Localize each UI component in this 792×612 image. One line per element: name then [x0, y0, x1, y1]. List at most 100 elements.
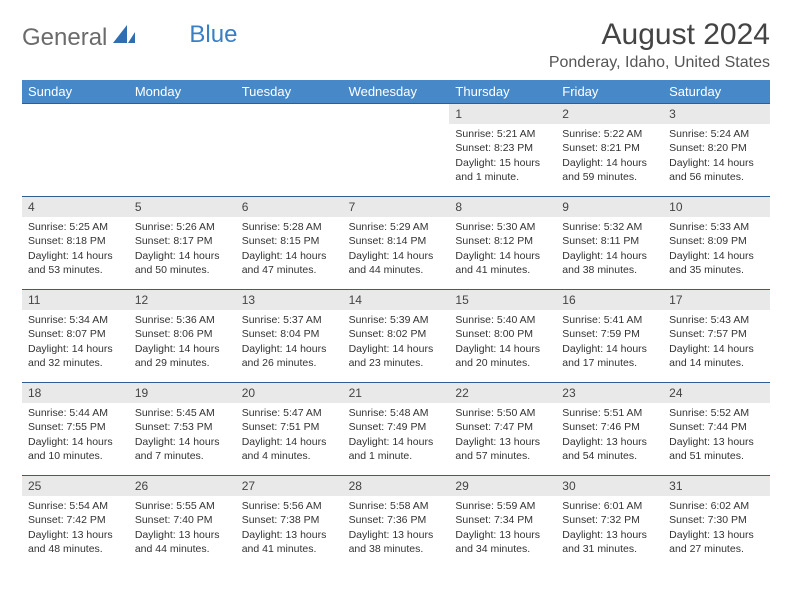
sunrise-text: Sunrise: 5:24 AM [669, 127, 764, 141]
day-cell: 27Sunrise: 5:56 AMSunset: 7:38 PMDayligh… [236, 476, 343, 568]
day-number: 10 [663, 197, 770, 217]
daylight-text: Daylight: 13 hours and 48 minutes. [28, 528, 123, 556]
day-cell: 23Sunrise: 5:51 AMSunset: 7:46 PMDayligh… [556, 383, 663, 475]
daylight-text: Daylight: 15 hours and 1 minute. [455, 156, 550, 184]
day-of-week-cell: Saturday [663, 80, 770, 103]
day-number: 11 [22, 290, 129, 310]
title-block: August 2024 Ponderay, Idaho, United Stat… [549, 18, 770, 72]
sunrise-text: Sunrise: 5:48 AM [349, 406, 444, 420]
week-row: 25Sunrise: 5:54 AMSunset: 7:42 PMDayligh… [22, 475, 770, 568]
logo-text-general: General [22, 24, 107, 52]
day-details: Sunrise: 5:48 AMSunset: 7:49 PMDaylight:… [347, 406, 446, 463]
sunset-text: Sunset: 7:40 PM [135, 513, 230, 527]
daylight-text: Daylight: 14 hours and 35 minutes. [669, 249, 764, 277]
day-number: 16 [556, 290, 663, 310]
sunrise-text: Sunrise: 5:56 AM [242, 499, 337, 513]
sunrise-text: Sunrise: 5:33 AM [669, 220, 764, 234]
day-number: 18 [22, 383, 129, 403]
sunrise-text: Sunrise: 5:37 AM [242, 313, 337, 327]
daylight-text: Daylight: 14 hours and 4 minutes. [242, 435, 337, 463]
day-number: 3 [663, 104, 770, 124]
sunset-text: Sunset: 7:46 PM [562, 420, 657, 434]
day-details: Sunrise: 5:25 AMSunset: 8:18 PMDaylight:… [26, 220, 125, 277]
sunrise-text: Sunrise: 5:36 AM [135, 313, 230, 327]
sunset-text: Sunset: 7:42 PM [28, 513, 123, 527]
sunrise-text: Sunrise: 5:44 AM [28, 406, 123, 420]
sunset-text: Sunset: 8:18 PM [28, 234, 123, 248]
day-of-week-cell: Friday [556, 80, 663, 103]
day-details: Sunrise: 6:01 AMSunset: 7:32 PMDaylight:… [560, 499, 659, 556]
day-cell: 18 Sunrise: 5:44 AMSunset: 7:55 PMDayligh… [22, 383, 129, 475]
daylight-text: Daylight: 14 hours and 53 minutes. [28, 249, 123, 277]
day-details: Sunrise: 5:55 AMSunset: 7:40 PMDaylight:… [133, 499, 232, 556]
day-details: Sunrise: 5:37 AMSunset: 8:04 PMDaylight:… [240, 313, 339, 370]
day-cell: 17Sunrise: 5:43 AMSunset: 7:57 PMDayligh… [663, 290, 770, 382]
sunset-text: Sunset: 7:53 PM [135, 420, 230, 434]
day-details: Sunrise: 5:44 AMSunset: 7:55 PMDaylight:… [26, 406, 125, 463]
day-details: Sunrise: 6:02 AMSunset: 7:30 PMDaylight:… [667, 499, 766, 556]
day-cell: 2Sunrise: 5:22 AMSunset: 8:21 PMDaylight… [556, 104, 663, 196]
day-number: 7 [343, 197, 450, 217]
day-cell [236, 104, 343, 196]
sunset-text: Sunset: 8:14 PM [349, 234, 444, 248]
sunset-text: Sunset: 8:12 PM [455, 234, 550, 248]
sunrise-text: Sunrise: 5:22 AM [562, 127, 657, 141]
day-number: 21 [343, 383, 450, 403]
daylight-text: Daylight: 13 hours and 38 minutes. [349, 528, 444, 556]
day-cell: 9Sunrise: 5:32 AMSunset: 8:11 PMDaylight… [556, 197, 663, 289]
daylight-text: Daylight: 14 hours and 56 minutes. [669, 156, 764, 184]
day-of-week-cell: Monday [129, 80, 236, 103]
day-details: Sunrise: 5:59 AMSunset: 7:34 PMDaylight:… [453, 499, 552, 556]
day-cell: 25Sunrise: 5:54 AMSunset: 7:42 PMDayligh… [22, 476, 129, 568]
day-cell: 20Sunrise: 5:47 AMSunset: 7:51 PMDayligh… [236, 383, 343, 475]
daylight-text: Daylight: 14 hours and 23 minutes. [349, 342, 444, 370]
day-details: Sunrise: 5:39 AMSunset: 8:02 PMDaylight:… [347, 313, 446, 370]
day-cell: 12Sunrise: 5:36 AMSunset: 8:06 PMDayligh… [129, 290, 236, 382]
sunset-text: Sunset: 7:51 PM [242, 420, 337, 434]
sunset-text: Sunset: 7:49 PM [349, 420, 444, 434]
daylight-text: Daylight: 14 hours and 20 minutes. [455, 342, 550, 370]
day-cell: 7Sunrise: 5:29 AMSunset: 8:14 PMDaylight… [343, 197, 450, 289]
sunrise-text: Sunrise: 6:01 AM [562, 499, 657, 513]
sunrise-text: Sunrise: 5:34 AM [28, 313, 123, 327]
day-number: 14 [343, 290, 450, 310]
day-cell: 15Sunrise: 5:40 AMSunset: 8:00 PMDayligh… [449, 290, 556, 382]
daylight-text: Daylight: 13 hours and 44 minutes. [135, 528, 230, 556]
day-details: Sunrise: 5:51 AMSunset: 7:46 PMDaylight:… [560, 406, 659, 463]
sunset-text: Sunset: 8:04 PM [242, 327, 337, 341]
sunrise-text: Sunrise: 5:29 AM [349, 220, 444, 234]
day-number: 20 [236, 383, 343, 403]
sunset-text: Sunset: 8:09 PM [669, 234, 764, 248]
day-details: Sunrise: 5:45 AMSunset: 7:53 PMDaylight:… [133, 406, 232, 463]
day-details: Sunrise: 5:26 AMSunset: 8:17 PMDaylight:… [133, 220, 232, 277]
sunset-text: Sunset: 8:02 PM [349, 327, 444, 341]
day-details: Sunrise: 5:24 AMSunset: 8:20 PMDaylight:… [667, 127, 766, 184]
day-number: 28 [343, 476, 450, 496]
sunset-text: Sunset: 8:20 PM [669, 141, 764, 155]
day-details: Sunrise: 5:41 AMSunset: 7:59 PMDaylight:… [560, 313, 659, 370]
daylight-text: Daylight: 13 hours and 51 minutes. [669, 435, 764, 463]
day-details: Sunrise: 5:21 AMSunset: 8:23 PMDaylight:… [453, 127, 552, 184]
day-number: 4 [22, 197, 129, 217]
day-of-week-cell: Tuesday [236, 80, 343, 103]
daylight-text: Daylight: 14 hours and 50 minutes. [135, 249, 230, 277]
day-of-week-cell: Sunday [22, 80, 129, 103]
day-cell: 5Sunrise: 5:26 AMSunset: 8:17 PMDaylight… [129, 197, 236, 289]
sunset-text: Sunset: 8:17 PM [135, 234, 230, 248]
day-details: Sunrise: 5:22 AMSunset: 8:21 PMDaylight:… [560, 127, 659, 184]
sunrise-text: Sunrise: 5:58 AM [349, 499, 444, 513]
day-number: 30 [556, 476, 663, 496]
sunrise-text: Sunrise: 5:25 AM [28, 220, 123, 234]
header: General Blue August 2024 Ponderay, Idaho… [22, 18, 770, 72]
daylight-text: Daylight: 13 hours and 34 minutes. [455, 528, 550, 556]
sunrise-text: Sunrise: 5:54 AM [28, 499, 123, 513]
sunset-text: Sunset: 7:44 PM [669, 420, 764, 434]
daylight-text: Daylight: 13 hours and 31 minutes. [562, 528, 657, 556]
sunset-text: Sunset: 8:11 PM [562, 234, 657, 248]
sunrise-text: Sunrise: 5:52 AM [669, 406, 764, 420]
sunset-text: Sunset: 7:30 PM [669, 513, 764, 527]
sunrise-text: Sunrise: 5:28 AM [242, 220, 337, 234]
daylight-text: Daylight: 14 hours and 1 minute. [349, 435, 444, 463]
day-details: Sunrise: 5:54 AMSunset: 7:42 PMDaylight:… [26, 499, 125, 556]
weeks-container: 1Sunrise: 5:21 AMSunset: 8:23 PMDaylight… [22, 103, 770, 568]
